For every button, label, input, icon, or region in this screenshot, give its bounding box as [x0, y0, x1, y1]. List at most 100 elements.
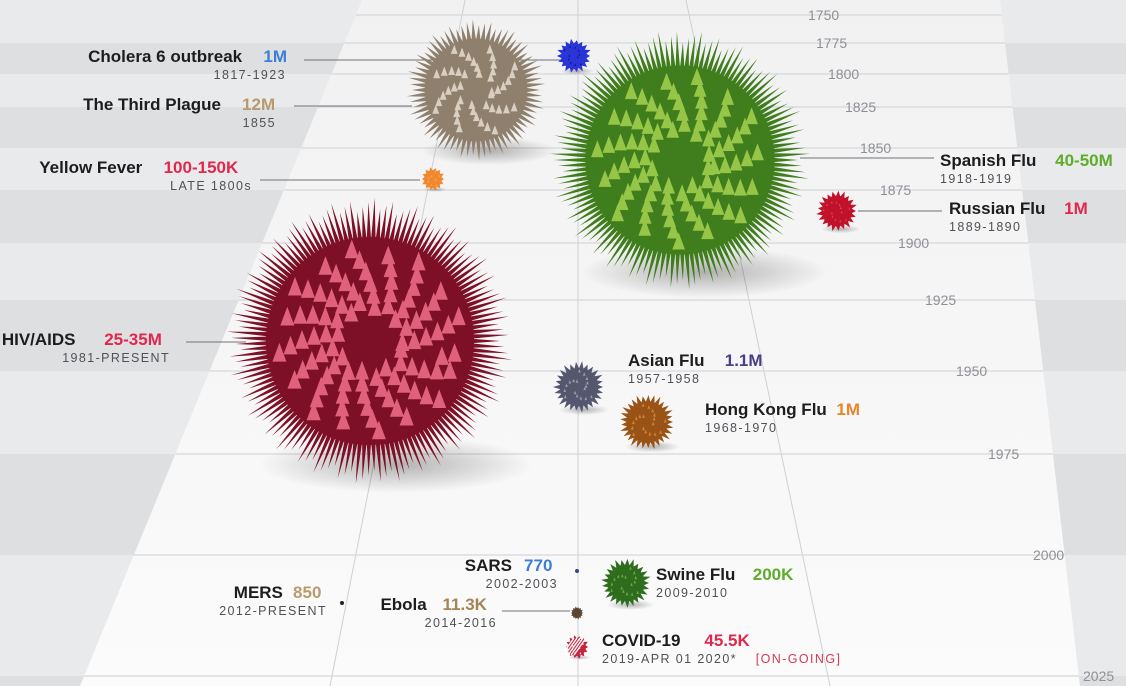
year-tick-label: 1775 — [816, 35, 847, 51]
hiv-label: HIV/AIDS 25-35M 1981-PRESENT — [2, 330, 170, 365]
swine-marker — [601, 558, 651, 608]
death-toll: 1M — [836, 400, 860, 419]
ball-core — [559, 367, 599, 407]
death-toll: 25-35M — [104, 330, 162, 349]
plague-label: The Third Plague 12M 1855 — [83, 95, 276, 130]
pandemic-name: Ebola — [380, 595, 427, 614]
asian-marker — [552, 361, 604, 413]
year-tick-label: 2025 — [1083, 668, 1114, 684]
hongkong-label: Hong Kong Flu 1M 1968-1970 — [705, 400, 860, 435]
ball-highlights — [591, 68, 764, 250]
year-tick-label: 1850 — [860, 140, 891, 156]
pandemic-period: 1957-1958 — [628, 372, 700, 386]
pandemic-name: Swine Flu — [656, 565, 735, 584]
pandemic-name: Russian Flu — [949, 199, 1045, 218]
cholera-label: Cholera 6 outbreak 1M 1817-1923 — [88, 47, 287, 82]
pandemic-period: 2002-2003 — [486, 577, 558, 591]
pandemic-period: LATE 1800s — [170, 179, 252, 193]
pandemic-markers — [226, 19, 857, 659]
russian-label: Russian Flu 1M 1889-1890 — [949, 199, 1088, 234]
timeline-floor — [80, 0, 1080, 686]
hongkong-marker — [620, 395, 674, 450]
death-toll: 770 — [524, 556, 552, 575]
pandemic-period: 1817-1923 — [214, 68, 286, 82]
plague-marker — [406, 19, 546, 161]
death-toll: 100-150K — [164, 158, 239, 177]
pandemic-period: 1981-PRESENT — [62, 351, 170, 365]
pandemic-name: Cholera 6 outbreak — [88, 47, 243, 66]
sars-marker — [575, 569, 579, 573]
death-toll: 1M — [1064, 199, 1088, 218]
asian-label: Asian Flu 1.1M 1957-1958 — [628, 351, 763, 386]
covid-marker — [561, 635, 588, 659]
year-tick-label: 1875 — [880, 182, 911, 198]
pandemic-name: Yellow Fever — [39, 158, 142, 177]
pandemic-name: The Third Plague — [83, 95, 221, 114]
russian-marker — [816, 190, 857, 232]
death-toll: 11.3K — [443, 595, 488, 614]
ebola-marker — [571, 606, 583, 620]
ball-shadow — [820, 224, 861, 234]
spanish-marker — [550, 31, 810, 290]
pandemic-name: COVID-19 — [602, 631, 680, 650]
hiv-marker — [226, 197, 513, 484]
spanish-label: Spanish Flu 40-50M 1918-1919 — [940, 151, 1113, 186]
ball-core — [561, 43, 587, 69]
death-toll: 45.5K — [704, 631, 750, 650]
pandemic-period: 1855 — [243, 116, 276, 130]
ball-highlights — [432, 44, 519, 135]
pandemic-labels: Cholera 6 outbreak 1M 1817-1923 The Third P… — [2, 47, 1113, 666]
covid-stripe — [567, 637, 581, 656]
pandemic-period: 2014-2016 — [425, 616, 497, 630]
death-toll: 12M — [242, 95, 275, 114]
mers-label: MERS 850 2012-PRESENT — [219, 583, 327, 618]
pandemic-name: Hong Kong Flu — [705, 400, 827, 419]
ball-core — [607, 564, 645, 602]
death-toll: 850 — [293, 583, 321, 602]
pandemic-period: 1889-1890 — [949, 220, 1021, 234]
covid-stripe — [561, 637, 575, 656]
pandemic-period: 2009-2010 — [656, 586, 728, 600]
death-toll: 40-50M — [1055, 151, 1113, 170]
death-toll: 1.1M — [725, 351, 763, 370]
pandemic-period: 1968-1970 — [705, 421, 777, 435]
cholera-marker — [556, 38, 591, 73]
pandemic-name: Asian Flu — [628, 351, 705, 370]
year-tick-label: 1950 — [956, 363, 987, 379]
pandemic-period: 1918-1919 — [940, 172, 1012, 186]
year-tick-label: 1800 — [828, 66, 859, 82]
covid-stripe — [573, 637, 587, 656]
ball-shadow — [421, 136, 556, 165]
ebola-label: Ebola 11.3K 2014-2016 — [380, 595, 497, 630]
pandemic-name: MERS — [234, 583, 283, 602]
pandemic-name: SARS — [465, 556, 512, 575]
year-tick-label: 1750 — [808, 7, 839, 23]
ball-core — [821, 195, 853, 227]
year-tick-label: 1900 — [898, 235, 929, 251]
ball-core — [424, 170, 442, 188]
sars-label: SARS 770 2002-2003 — [465, 556, 558, 591]
mers-marker — [340, 601, 344, 605]
pandemic-name: HIV/AIDS — [2, 330, 76, 349]
pandemic-period: 2019-APR 01 2020* — [602, 652, 737, 666]
year-tick-label: 2000 — [1033, 547, 1064, 563]
swine-label: Swine Flu 200K 2009-2010 — [656, 565, 794, 600]
ball-core — [572, 608, 582, 618]
death-toll: 1M — [263, 47, 287, 66]
ball-highlights — [272, 239, 466, 440]
point-dot — [575, 569, 579, 573]
year-tick-label: 1825 — [845, 99, 876, 115]
year-tick-label: 1925 — [925, 292, 956, 308]
ball-shadow — [560, 67, 594, 75]
covid-label: COVID-19 45.5K 2019-APR 01 2020* [ON-GOING] — [602, 631, 842, 666]
ongoing-note: [ON-GOING] — [756, 652, 842, 666]
year-tick-labels: 1750 1775 1800 1825 1850 1875 1900 1925 1950 1975… — [808, 7, 1114, 684]
point-dot — [340, 601, 344, 605]
yellow-label: Yellow Fever 100-150K LATE 1800s — [39, 158, 252, 193]
covid-stripe — [570, 637, 584, 656]
death-toll: 200K — [753, 565, 794, 584]
pandemic-period: 2012-PRESENT — [219, 604, 327, 618]
ball-shadow — [606, 599, 655, 610]
covid-stripe — [564, 637, 578, 656]
